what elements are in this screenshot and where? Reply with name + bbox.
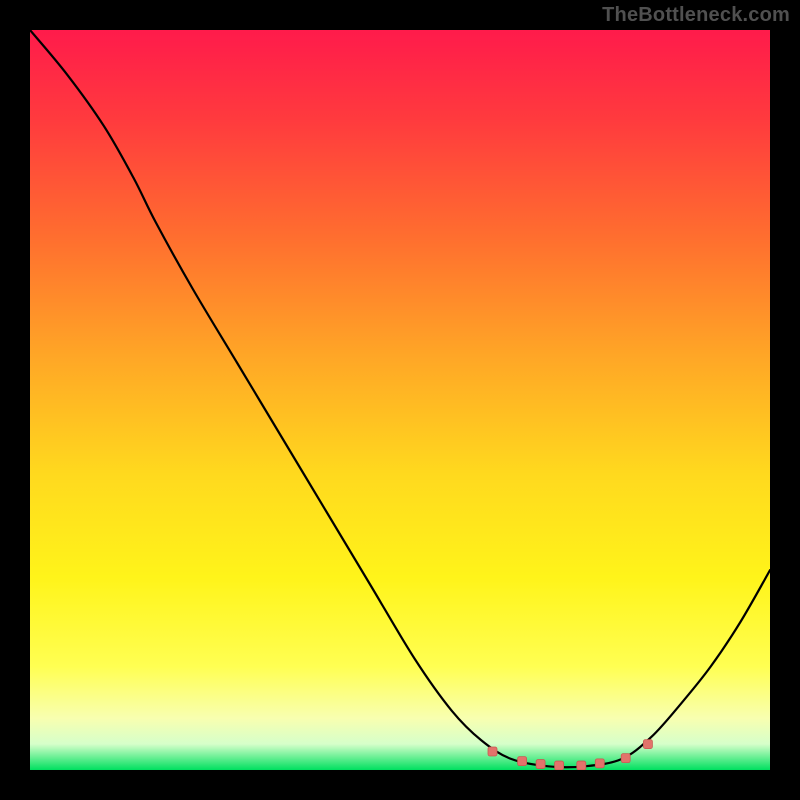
bottleneck-curve-chart bbox=[30, 30, 770, 770]
highlight-marker bbox=[536, 760, 545, 769]
highlight-marker bbox=[643, 740, 652, 749]
highlight-marker bbox=[595, 759, 604, 768]
chart-frame: TheBottleneck.com bbox=[0, 0, 800, 800]
chart-svg bbox=[30, 30, 770, 770]
gradient-background bbox=[30, 30, 770, 770]
highlight-marker bbox=[518, 757, 527, 766]
watermark-text: TheBottleneck.com bbox=[602, 4, 790, 27]
highlight-marker bbox=[621, 754, 630, 763]
highlight-marker bbox=[488, 747, 497, 756]
highlight-marker bbox=[577, 761, 586, 770]
highlight-marker bbox=[555, 761, 564, 770]
